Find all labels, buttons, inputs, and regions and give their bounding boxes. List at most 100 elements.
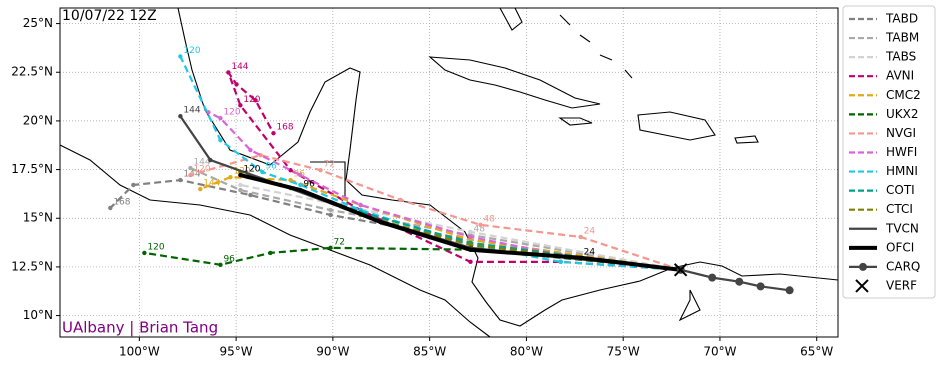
track-point — [468, 229, 473, 235]
track-point — [178, 177, 183, 183]
track-point — [578, 234, 583, 240]
legend-box — [842, 5, 936, 299]
coastline — [59, 144, 491, 338]
track-point — [131, 182, 136, 188]
track-point — [578, 255, 583, 260]
track-point — [468, 234, 473, 240]
legend-label: TABD — [885, 12, 918, 26]
track-point — [735, 277, 744, 286]
track-point — [226, 70, 231, 75]
coastline — [559, 14, 633, 79]
coastline — [734, 135, 759, 144]
hour-label: 120 — [223, 108, 240, 118]
hour-label: 24 — [584, 247, 596, 257]
track-point — [228, 174, 233, 180]
coastline — [678, 289, 701, 322]
x-tick-label: 70°W — [703, 345, 736, 359]
y-tick-label: 20°N — [23, 113, 53, 127]
track-point — [358, 202, 363, 208]
legend-label: TABS — [885, 50, 916, 64]
legend-label: TABM — [885, 31, 919, 45]
track-point — [271, 130, 276, 136]
hour-label: 120 — [243, 95, 260, 105]
track-point — [328, 207, 333, 213]
track-line — [227, 71, 681, 271]
x-tick-label: 95°W — [220, 345, 253, 359]
legend-label: TVCN — [885, 221, 919, 235]
hour-label: 96 — [223, 254, 235, 264]
x-tick-label: 100°W — [119, 345, 160, 359]
track-point — [708, 273, 717, 282]
legend-marker — [859, 262, 867, 271]
legend-label: CMC2 — [886, 88, 921, 102]
track-point — [558, 259, 563, 265]
hour-label: 48 — [473, 224, 485, 234]
hour-label: 72 — [334, 237, 345, 247]
hour-label: 120 — [147, 242, 164, 252]
legend-label: AVNI — [886, 69, 914, 83]
track-point — [238, 187, 243, 193]
track-point — [260, 169, 265, 175]
legend-label: HWFI — [886, 145, 917, 159]
hour-label: 96 — [265, 162, 277, 172]
x-tick-label: 85°W — [413, 345, 446, 359]
legend-label: CARQ — [886, 259, 920, 273]
legend-label: UKX2 — [886, 107, 919, 121]
coastline — [310, 161, 346, 200]
hour-label: 144 — [203, 179, 220, 189]
legend-label: NVGI — [886, 126, 916, 140]
map-title: 10/07/22 12Z — [62, 8, 157, 24]
hour-label: 144 — [193, 158, 210, 168]
track-point — [298, 172, 303, 178]
hour-label: 144 — [231, 62, 248, 72]
track-point — [238, 172, 243, 178]
coastline — [558, 117, 593, 126]
y-tick-label: 10°N — [23, 308, 53, 322]
track-point — [248, 147, 253, 153]
coastline — [637, 111, 716, 141]
track-point — [468, 259, 473, 265]
y-tick-label: 17.5°N — [11, 162, 53, 176]
legend-label: OFCI — [886, 240, 914, 254]
hour-label: 24 — [584, 226, 596, 236]
track-point — [298, 182, 303, 188]
track-point — [268, 250, 273, 256]
legend-label: COTI — [886, 183, 915, 197]
marker-x — [855, 279, 869, 293]
track-point — [142, 250, 147, 256]
track-point — [218, 115, 223, 121]
y-tick-label: 15°N — [23, 211, 53, 225]
track-point — [108, 205, 113, 211]
track-point — [218, 137, 223, 143]
hour-label: 144 — [183, 106, 200, 116]
hour-label: 120 — [193, 165, 210, 175]
track-point — [234, 82, 239, 87]
track-point — [188, 172, 193, 178]
hour-label: 168 — [113, 197, 130, 207]
map-frame — [59, 7, 839, 338]
hour-label: 168 — [276, 123, 293, 133]
x-tick-label: 75°W — [607, 345, 640, 359]
credit: UAlbany | Brian Tang — [62, 319, 218, 337]
legend-label: HMNI — [886, 164, 918, 178]
coastline — [428, 56, 601, 109]
y-tick-label: 22.5°N — [11, 65, 53, 79]
hour-label: 120 — [243, 165, 260, 175]
track-point — [378, 219, 383, 225]
legend-label: VERF — [886, 278, 917, 292]
hour-label: 120 — [183, 46, 200, 56]
legend-label: CTCI — [886, 202, 913, 216]
track-point — [218, 262, 223, 267]
map-area — [60, 8, 838, 337]
track-point — [178, 54, 183, 59]
coastline — [499, 7, 523, 31]
hour-label: 48 — [484, 214, 496, 224]
marker-x — [673, 263, 688, 277]
track-point — [188, 165, 193, 171]
track-point — [198, 186, 203, 192]
track-line — [179, 55, 681, 271]
hour-label: 96 — [303, 180, 315, 190]
track-point — [328, 212, 333, 218]
track-point — [328, 245, 333, 251]
